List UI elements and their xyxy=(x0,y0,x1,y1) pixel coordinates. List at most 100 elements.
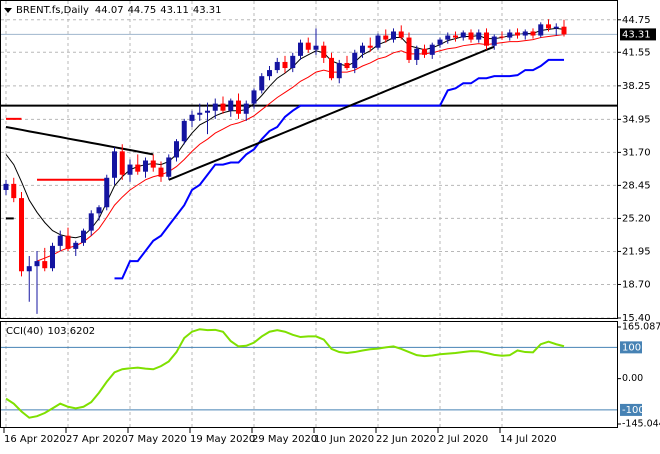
indicator-line xyxy=(36,34,565,262)
candle-body xyxy=(515,32,520,36)
price-box xyxy=(620,28,656,41)
level-box xyxy=(620,341,642,354)
y-tick-label: -145.044 xyxy=(622,419,660,430)
candle-body xyxy=(321,45,327,58)
candle-body xyxy=(398,31,404,38)
candle-body xyxy=(561,26,567,35)
indicator-line xyxy=(168,45,495,181)
candle-body xyxy=(212,103,218,111)
candle-body xyxy=(42,261,48,269)
level-box xyxy=(620,403,642,416)
candle-body xyxy=(119,151,125,175)
candle-body xyxy=(422,48,427,55)
x-tick-label: 19 May 2020 xyxy=(190,434,255,445)
y-tick-label: 34.95 xyxy=(622,114,651,125)
x-tick-label: 29 May 2020 xyxy=(252,434,317,445)
y-tick-label: 41.55 xyxy=(622,47,651,58)
candle-body xyxy=(50,245,55,269)
indicator-line xyxy=(5,125,154,156)
candle-body xyxy=(453,35,458,38)
candle-body xyxy=(538,24,544,36)
candle-body xyxy=(476,32,482,40)
candle-body xyxy=(174,141,179,158)
cci-title: CCI(40) 103.6202 xyxy=(6,326,95,337)
candle-body xyxy=(305,42,311,50)
candle-body xyxy=(383,35,389,40)
candle-body xyxy=(290,55,296,69)
x-tick-label: 10 Jun 2020 xyxy=(314,434,374,445)
level-label: 100 xyxy=(622,342,641,353)
candle-body xyxy=(65,235,71,249)
candle-body xyxy=(313,45,319,50)
candle-body xyxy=(112,151,117,178)
candle-body xyxy=(445,35,451,40)
candle-body xyxy=(197,112,203,115)
candle-body xyxy=(158,167,164,177)
candle-body xyxy=(57,235,63,246)
candle-body xyxy=(460,32,466,38)
candle-body xyxy=(530,31,536,36)
cci-line xyxy=(5,328,565,419)
level-label: -100 xyxy=(622,405,645,416)
candle-body xyxy=(553,26,559,29)
candle-body xyxy=(189,114,195,121)
candle-body xyxy=(367,45,373,48)
candle-body xyxy=(127,164,133,175)
y-tick-label: 21.95 xyxy=(622,246,651,257)
candle-body xyxy=(499,36,505,38)
last-open: 44.07 xyxy=(95,5,124,16)
y-tick-label: 44.75 xyxy=(622,15,651,26)
candle-body xyxy=(3,183,9,190)
candle-body xyxy=(251,90,257,104)
candle-body xyxy=(150,160,156,168)
candle-body xyxy=(143,160,148,172)
x-tick-label: 16 Apr 2020 xyxy=(4,434,66,445)
cci-panel-border xyxy=(0,321,618,428)
candle-body xyxy=(336,62,342,79)
candle-body xyxy=(352,52,358,69)
y-tick-label: 18.70 xyxy=(622,279,651,290)
indicator-line xyxy=(114,58,564,280)
x-tick-label: 22 Jun 2020 xyxy=(376,434,436,445)
main-panel-border xyxy=(0,0,618,319)
candle-body xyxy=(34,261,40,267)
candle-body xyxy=(344,62,350,69)
candle-body xyxy=(406,37,412,60)
candle-body xyxy=(437,39,443,45)
y-tick-label: 28.45 xyxy=(622,180,651,191)
price-box-label: 43.31 xyxy=(622,29,651,40)
candle-body xyxy=(375,35,381,48)
candle-body xyxy=(360,45,365,53)
candle-body xyxy=(298,42,303,56)
candle-body xyxy=(282,61,288,69)
candle-body xyxy=(243,103,249,114)
menu-triangle xyxy=(4,8,12,13)
y-tick-label: 165.0879 xyxy=(622,322,660,333)
candle-body xyxy=(484,32,489,46)
candle-body xyxy=(220,103,226,111)
candle-body xyxy=(259,76,265,91)
candle-body xyxy=(274,61,280,71)
candle-body xyxy=(19,198,24,272)
symbol: BRENT.fs,Daily xyxy=(16,5,89,16)
plot-layer: 16 Apr 2020 27 Apr 2020 7 May 2020 19 May 2… xyxy=(1,1,660,445)
y-tick-label: 15.40 xyxy=(622,313,651,324)
candle-body xyxy=(468,32,474,40)
last-low: 43.11 xyxy=(160,5,189,16)
candle-body xyxy=(507,32,513,38)
candle-body xyxy=(491,36,497,46)
candle-body xyxy=(522,31,528,36)
y-tick-label: 31.70 xyxy=(622,147,651,158)
candle-body xyxy=(135,164,141,172)
candle-body xyxy=(267,70,272,77)
candle-body xyxy=(73,242,79,249)
candle-body xyxy=(104,177,110,208)
candle-body xyxy=(26,266,32,272)
candle-body xyxy=(166,157,172,177)
candle-body xyxy=(11,183,17,199)
candle-body xyxy=(391,31,396,40)
candle-body xyxy=(236,100,241,114)
candle-body xyxy=(414,48,420,60)
x-tick-label: 27 Apr 2020 xyxy=(66,434,128,445)
